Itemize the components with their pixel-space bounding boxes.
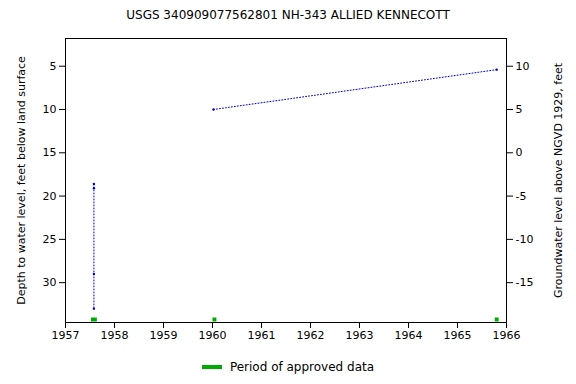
svg-text:10: 10 <box>516 60 530 73</box>
svg-text:Depth to water level, feet bel: Depth to water level, feet below land su… <box>15 56 28 305</box>
svg-text:10: 10 <box>43 103 57 116</box>
svg-text:25: 25 <box>43 233 57 246</box>
svg-text:1963: 1963 <box>346 329 374 342</box>
svg-text:20: 20 <box>43 190 57 203</box>
svg-text:Groundwater level above NGVD 1: Groundwater level above NGVD 1929, feet <box>552 62 565 298</box>
html-text:Period of approved data: Period of approved data <box>229 360 375 374</box>
svg-text:-15: -15 <box>516 276 534 289</box>
svg-text:-10: -10 <box>516 233 534 246</box>
svg-text:1966: 1966 <box>493 329 521 342</box>
svg-text:1960: 1960 <box>199 329 227 342</box>
svg-text:1958: 1958 <box>101 329 129 342</box>
svg-text:5: 5 <box>516 103 523 116</box>
svg-text:1964: 1964 <box>395 329 423 342</box>
svg-text:0: 0 <box>516 146 523 159</box>
svg-text:-5: -5 <box>516 190 527 203</box>
svg-text:1965: 1965 <box>444 329 472 342</box>
html-text:USGS 340909077562801 NH-343 AL: USGS 340909077562801 NH-343 ALLIED KENNE… <box>126 8 450 22</box>
svg-text:15: 15 <box>43 146 57 159</box>
svg-text:1957: 1957 <box>52 329 80 342</box>
svg-text:1962: 1962 <box>297 329 325 342</box>
svg-text:30: 30 <box>43 276 57 289</box>
svg-text:1961: 1961 <box>248 329 276 342</box>
svg-text:1959: 1959 <box>150 329 178 342</box>
svg-text:5: 5 <box>50 60 57 73</box>
